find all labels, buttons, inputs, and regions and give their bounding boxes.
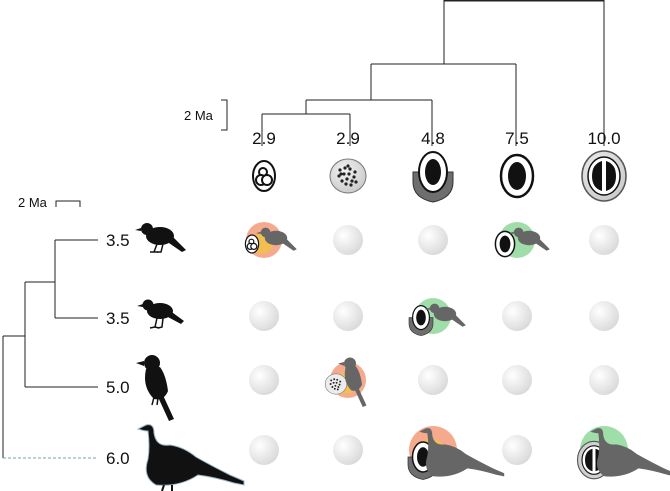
matrix-cell-interaction (244, 222, 297, 258)
fruit-label: 2.9 (252, 129, 276, 148)
fruit-phylogeny (261, 0, 605, 146)
bird-silhouette-small-thrush (137, 299, 184, 329)
matrix-cell-empty (502, 435, 532, 465)
matrix-cell-interaction (576, 426, 670, 480)
matrix-fruit-icon (408, 304, 434, 336)
matrix-fruit-icon (324, 373, 348, 395)
matrix-bird-icon (256, 227, 297, 251)
fruit-icon-cupped-seed (412, 151, 454, 203)
bird-label: 6.0 (106, 449, 130, 468)
matrix-bird-icon (509, 227, 550, 251)
matrix-cell-interaction (324, 357, 367, 407)
bird-label: 5.0 (106, 378, 130, 397)
matrix-cell-interaction (494, 222, 550, 258)
left-scale-bar: 2 Ma (18, 195, 81, 210)
fruit-icon-multi-seed (252, 160, 276, 192)
bird-label: 3.5 (106, 231, 130, 250)
matrix-cell-empty (502, 301, 532, 331)
matrix-bird-icon (425, 303, 466, 327)
bird-label: 3.5 (106, 309, 130, 328)
matrix-cell-empty (249, 435, 279, 465)
bird-silhouette-small-thrush (135, 223, 186, 253)
matrix-bird-icon (419, 428, 505, 477)
matrix-cell-empty (249, 301, 279, 331)
matrix-cell-empty (333, 301, 363, 331)
matrix-cell-empty (589, 365, 619, 395)
matrix-cell-interaction (407, 426, 505, 480)
matrix-cell-interaction (408, 298, 466, 336)
matrix-fruit-icon (244, 234, 260, 254)
matrix-cell-empty (249, 365, 279, 395)
fruit-icon-single-seed (499, 153, 535, 199)
left-scale-label: 2 Ma (18, 195, 48, 210)
matrix-bird-icon (338, 357, 367, 407)
bird-silhouette-large-guan (136, 424, 245, 491)
matrix-cell-empty (333, 435, 363, 465)
fruit-label: 4.8 (421, 129, 445, 148)
bird-silhouette-medium-perching (136, 355, 174, 421)
fruit-labels: 2.9 2.9 4.8 7.5 10.0 (252, 129, 620, 148)
fruit-icon-split-seed (581, 150, 627, 202)
fruit-label: 7.5 (505, 129, 529, 148)
top-scale-label: 2 Ma (184, 108, 214, 123)
matrix-fruit-icon (494, 230, 516, 258)
matrix-bird-icon (590, 428, 670, 477)
top-scale-bar: 2 Ma (184, 99, 228, 131)
matrix-cell-empty (589, 225, 619, 255)
fruit-label: 10.0 (587, 129, 620, 148)
fruit-icon-many-seeds (329, 158, 367, 194)
interaction-matrix (244, 222, 670, 480)
matrix-cell-empty (418, 365, 448, 395)
fruit-label: 2.9 (336, 129, 360, 148)
matrix-cell-empty (333, 225, 363, 255)
bird-phylogeny (2, 239, 98, 458)
bird-labels: 3.5 3.5 5.0 6.0 (106, 231, 130, 468)
matrix-cell-empty (589, 301, 619, 331)
matrix-cell-empty (418, 225, 448, 255)
matrix-cell-empty (502, 365, 532, 395)
